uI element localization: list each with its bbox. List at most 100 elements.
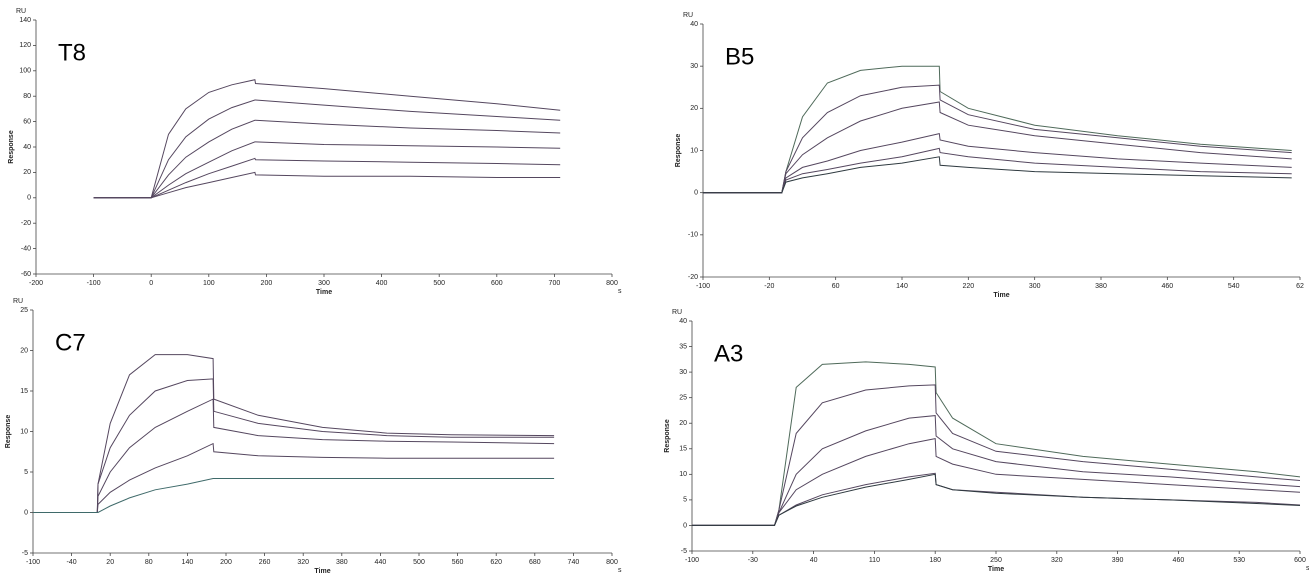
x-tick-label: 600 <box>1294 557 1306 564</box>
x-tick-label: 500 <box>433 280 445 287</box>
x-tick-label: -40 <box>67 559 77 566</box>
fit-curve <box>703 147 1292 194</box>
y-tick-label: 0 <box>24 509 28 516</box>
y-tick-label: 5 <box>24 469 28 476</box>
y-tick-label: 35 <box>679 343 687 350</box>
fit-curve <box>692 473 1301 526</box>
y-axis-label: Response <box>8 130 15 164</box>
x-axis-label: Time <box>316 289 332 296</box>
y-tick-label: 0 <box>694 190 698 197</box>
y-tick-label: 0 <box>27 195 31 202</box>
y-tick-label: -5 <box>681 548 687 555</box>
x-tick-label: 800 <box>606 280 618 287</box>
x-tick-label: -20 <box>764 283 774 290</box>
y-tick-label: 80 <box>23 93 31 100</box>
x-tick-label: 200 <box>220 559 232 566</box>
x-tick-label: 530 <box>1233 557 1245 564</box>
x-tick-label: 460 <box>1161 283 1173 290</box>
x-tick-label: 320 <box>1051 557 1063 564</box>
x-tick-label: -100 <box>87 280 101 287</box>
chart-panel: -5 0 5 10 15 20 25 -100 -40 20 80 140 200 260 320 380 44… <box>5 298 622 575</box>
x-tick-label: 390 <box>1112 557 1124 564</box>
x-tick-label: 180 <box>929 557 941 564</box>
x-tick-label: 110 <box>869 557 880 564</box>
y-tick-label: 40 <box>690 21 698 28</box>
x-unit: s <box>618 567 622 574</box>
x-tick-label: 250 <box>990 557 1002 564</box>
fit-curve <box>703 65 1292 194</box>
y-tick-label: -20 <box>688 274 698 281</box>
fit-curve <box>692 437 1301 526</box>
x-tick-label: 600 <box>491 280 503 287</box>
fit-curve <box>33 442 555 513</box>
x-tick-label: 140 <box>896 283 908 290</box>
panel-title: B5 <box>725 43 754 70</box>
x-tick-label: 220 <box>962 283 974 290</box>
x-tick-label: 540 <box>1228 283 1240 290</box>
y-tick-label: 20 <box>679 420 687 427</box>
y-tick-label: 120 <box>19 42 31 49</box>
y-tick-label: 10 <box>679 471 687 478</box>
y-axis-label: Response <box>5 415 12 449</box>
y-axis-label: Response <box>664 419 671 453</box>
x-tick-label: 40 <box>810 557 818 564</box>
x-tick-label: -200 <box>29 280 43 287</box>
y-tick-label: 15 <box>20 388 28 395</box>
x-tick-label: 200 <box>261 280 273 287</box>
fit-curve <box>692 361 1301 526</box>
fit-curve <box>703 84 1292 194</box>
y-tick-label: 10 <box>20 428 28 435</box>
x-axis-label: Time <box>993 292 1009 299</box>
fit-curve <box>93 99 561 199</box>
x-tick-label: -100 <box>26 559 40 566</box>
x-unit: s <box>1306 565 1309 572</box>
fit-curve <box>692 415 1301 526</box>
x-tick-label: 380 <box>336 559 348 566</box>
x-tick-label: 680 <box>529 559 541 566</box>
y-axis-label: Response <box>675 134 682 168</box>
x-tick-label: 0 <box>149 280 153 287</box>
x-axis-label: Time <box>314 568 330 575</box>
y-tick-label: 10 <box>690 147 698 154</box>
fit-curve <box>33 478 555 513</box>
x-tick-label: 620 <box>490 559 502 566</box>
y-tick-label: 60 <box>23 118 31 125</box>
y-tick-label: -40 <box>21 245 31 252</box>
x-tick-label: 140 <box>182 559 194 566</box>
x-tick-label: 62 <box>1296 283 1304 290</box>
x-tick-label: 320 <box>297 559 309 566</box>
y-tick-label: 0 <box>683 522 687 529</box>
fit-curve <box>703 132 1292 194</box>
x-tick-label: 560 <box>452 559 464 566</box>
fit-curve <box>93 79 561 199</box>
panel-title: C7 <box>55 329 86 356</box>
panel-title: A3 <box>714 340 743 367</box>
fit-curve <box>33 398 555 513</box>
x-tick-label: 300 <box>1029 283 1041 290</box>
y-tick-label: 15 <box>679 446 687 453</box>
x-tick-label: 700 <box>549 280 561 287</box>
fit-curve <box>33 378 555 513</box>
fit-curve <box>703 156 1292 194</box>
y-tick-label: -20 <box>21 220 31 227</box>
x-tick-label: 80 <box>145 559 153 566</box>
y-tick-label: 40 <box>23 144 31 151</box>
x-tick-label: 60 <box>832 283 840 290</box>
panel-title: T8 <box>58 39 86 66</box>
fit-curve <box>93 157 561 199</box>
y-tick-label: 40 <box>679 318 687 325</box>
fit-curve <box>703 101 1292 194</box>
x-tick-label: 300 <box>318 280 330 287</box>
x-tick-label: 800 <box>606 559 618 566</box>
y-unit: RU <box>672 309 682 316</box>
fit-curve <box>33 354 555 513</box>
y-tick-label: 25 <box>20 307 28 314</box>
x-tick-label: -100 <box>685 557 699 564</box>
y-unit: RU <box>683 12 693 19</box>
y-tick-label: 20 <box>690 105 698 112</box>
x-tick-label: 380 <box>1095 283 1107 290</box>
fit-curve <box>93 171 561 199</box>
